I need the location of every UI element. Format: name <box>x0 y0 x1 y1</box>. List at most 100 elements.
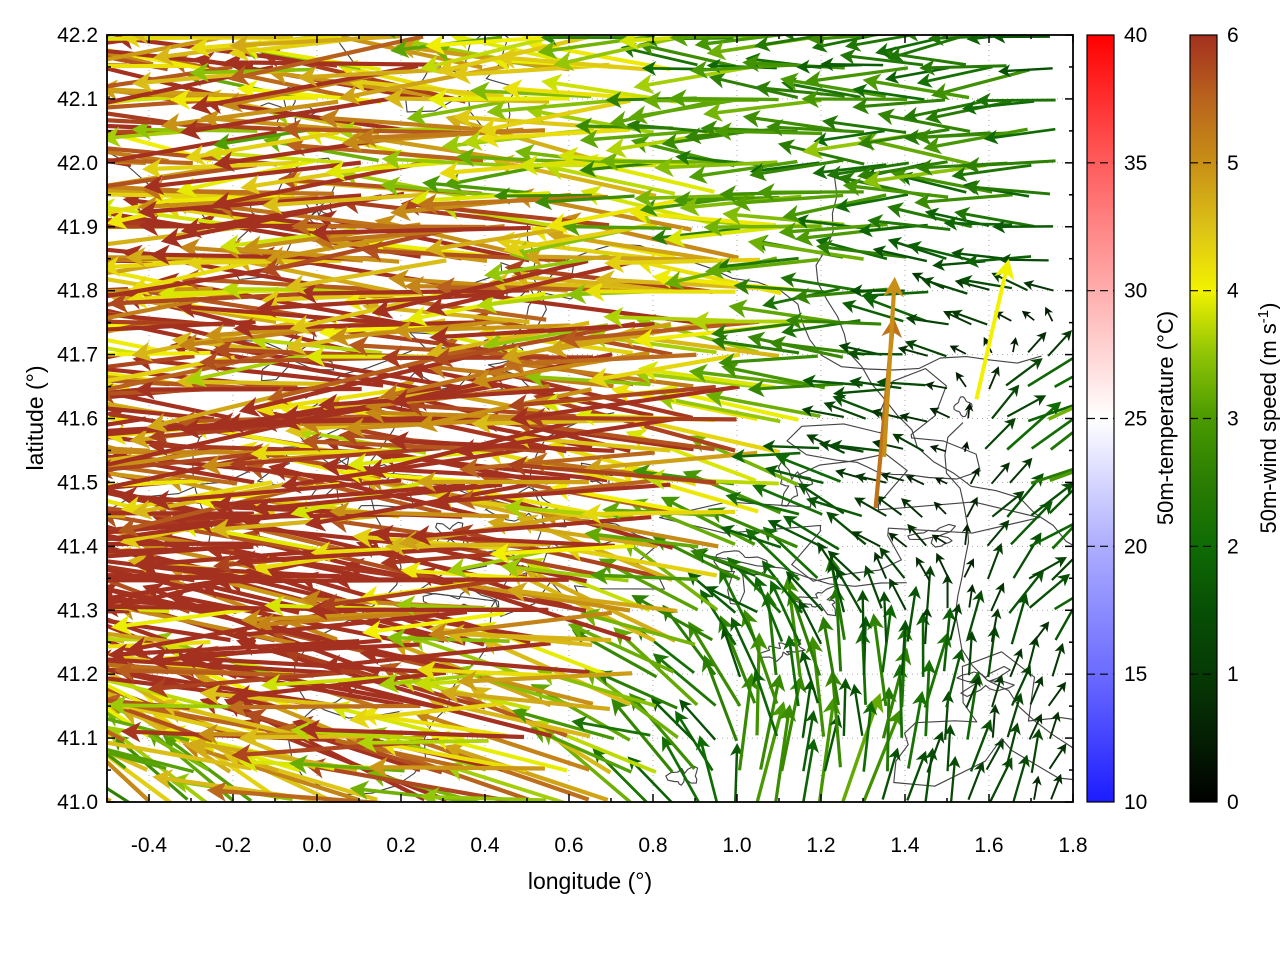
wind-arrow-head <box>281 119 302 140</box>
wind-arrow-head <box>15 676 37 697</box>
wind-arrow-head <box>417 193 438 215</box>
contour-line <box>786 368 981 480</box>
contour-line <box>658 453 1040 582</box>
temperature-tick-label: 15 <box>1124 663 1147 686</box>
wind-arrow-head <box>0 352 13 372</box>
wind-arrow-shaft <box>124 606 253 628</box>
wind-arrow-head <box>285 274 307 295</box>
wind-arrow-head <box>817 541 829 555</box>
wind-arrow-shaft <box>107 319 256 332</box>
wind-arrow-shaft <box>935 127 1028 148</box>
wind-arrow-shaft <box>936 537 947 545</box>
wind-arrow-head <box>951 247 965 261</box>
wind-arrow-head <box>329 326 350 347</box>
wind-arrow-shaft <box>643 211 777 228</box>
wind-arrow-shaft <box>608 278 759 290</box>
wind-arrow-shaft <box>958 376 967 388</box>
wind-arrow-head <box>379 662 402 682</box>
wind-arrow-head <box>143 174 165 196</box>
wind-arrow-head <box>594 270 615 291</box>
wind-arrow-head <box>654 157 674 178</box>
wind-arrow-head <box>107 596 119 618</box>
wind-arrow-shaft <box>1048 488 1073 514</box>
wind-arrow-shaft <box>595 509 736 516</box>
wind-arrow-head <box>875 42 891 58</box>
wind-arrow-head <box>754 35 771 52</box>
wind-arrow-head <box>296 283 317 304</box>
wind-arrow-head <box>228 65 250 86</box>
wind-arrow-head <box>33 85 54 106</box>
wind-arrow-head <box>81 372 103 393</box>
wind-arrow-shaft <box>975 159 1056 168</box>
wind-arrow-head <box>1007 384 1020 398</box>
wind-arrow-head <box>1029 358 1043 370</box>
wind-arrow-shaft <box>498 370 694 420</box>
wind-arrow-shaft <box>935 410 951 419</box>
wind-arrow-shaft <box>399 542 551 549</box>
wind-arrow-shaft <box>376 305 530 325</box>
wind-arrow-head <box>969 496 978 508</box>
wind-arrow-head <box>1012 490 1025 503</box>
wind-arrow-shaft <box>872 299 927 323</box>
wind-arrow-head <box>919 59 936 76</box>
y-tick-label: 42.2 <box>57 24 98 47</box>
wind-arrow-head <box>761 560 776 576</box>
wind-arrow-head <box>199 684 221 705</box>
wind-arrow-shaft <box>192 35 210 38</box>
wind-arrow-head <box>695 735 711 751</box>
wind-arrow-head <box>835 197 851 213</box>
wind-arrow-shaft <box>107 669 168 708</box>
wind-arrow-head <box>989 704 1000 715</box>
wind-arrow-head <box>842 178 862 197</box>
wind-arrow-head <box>141 158 163 179</box>
wind-arrow-head <box>762 294 779 311</box>
wind-arrow-head <box>0 369 9 390</box>
wind-arrow-head <box>299 719 321 741</box>
wind-arrow-shaft <box>883 552 906 579</box>
wind-arrow-head <box>731 448 746 464</box>
wind-arrow-head <box>1054 642 1065 655</box>
wind-arrow-head <box>425 296 448 317</box>
wind-arrow-head <box>110 614 133 636</box>
wind-arrow-head <box>367 756 388 778</box>
wind-arrow-shaft <box>671 501 756 546</box>
wind-arrow-shaft <box>893 535 908 548</box>
wind-arrow-head <box>471 368 493 390</box>
wind-arrow-head <box>213 493 235 515</box>
wind-arrow-shaft <box>723 576 757 642</box>
wind-arrow-head <box>11 1 33 21</box>
wind-arrow-head <box>933 731 945 744</box>
wind-arrow-head <box>1050 711 1061 723</box>
wind-arrow-head <box>231 623 252 645</box>
wind-arrow-shaft <box>790 277 862 293</box>
wind-arrow-head <box>52 515 73 536</box>
wind-arrow-shaft <box>107 786 132 802</box>
wind-arrow-head <box>453 107 474 129</box>
wind-arrow-shaft <box>617 706 674 773</box>
wind-arrow-head <box>907 585 921 600</box>
wind-arrow-head <box>954 206 971 223</box>
wind-arrow-head <box>626 117 643 134</box>
wind-arrow-shaft <box>376 611 505 634</box>
wind-arrow-shaft <box>241 35 424 79</box>
wind-arrow-head <box>867 613 884 631</box>
wind-arrow-head <box>851 531 863 541</box>
wind-arrow-shaft <box>756 679 779 737</box>
wind-arrow-head <box>704 586 720 599</box>
wind-arrow-head <box>176 177 198 198</box>
wind-arrow-head <box>973 761 985 774</box>
wind-arrow-head <box>575 117 593 135</box>
wind-arrow-shaft <box>382 765 545 771</box>
wind-arrow-head <box>71 118 93 138</box>
wind-arrow-head <box>782 204 802 223</box>
wind-arrow-shaft <box>924 614 928 645</box>
wind-arrow-head <box>652 653 670 669</box>
wind-arrow-head <box>661 736 676 753</box>
wind-arrow-head <box>213 553 234 575</box>
wind-arrow-head <box>818 439 832 452</box>
wind-arrow-head <box>871 408 883 419</box>
wind-arrow-shaft <box>766 567 804 614</box>
wind-arrow-shaft <box>603 573 698 582</box>
wind-arrow-head <box>317 393 339 415</box>
wind-arrow-head <box>579 129 599 149</box>
